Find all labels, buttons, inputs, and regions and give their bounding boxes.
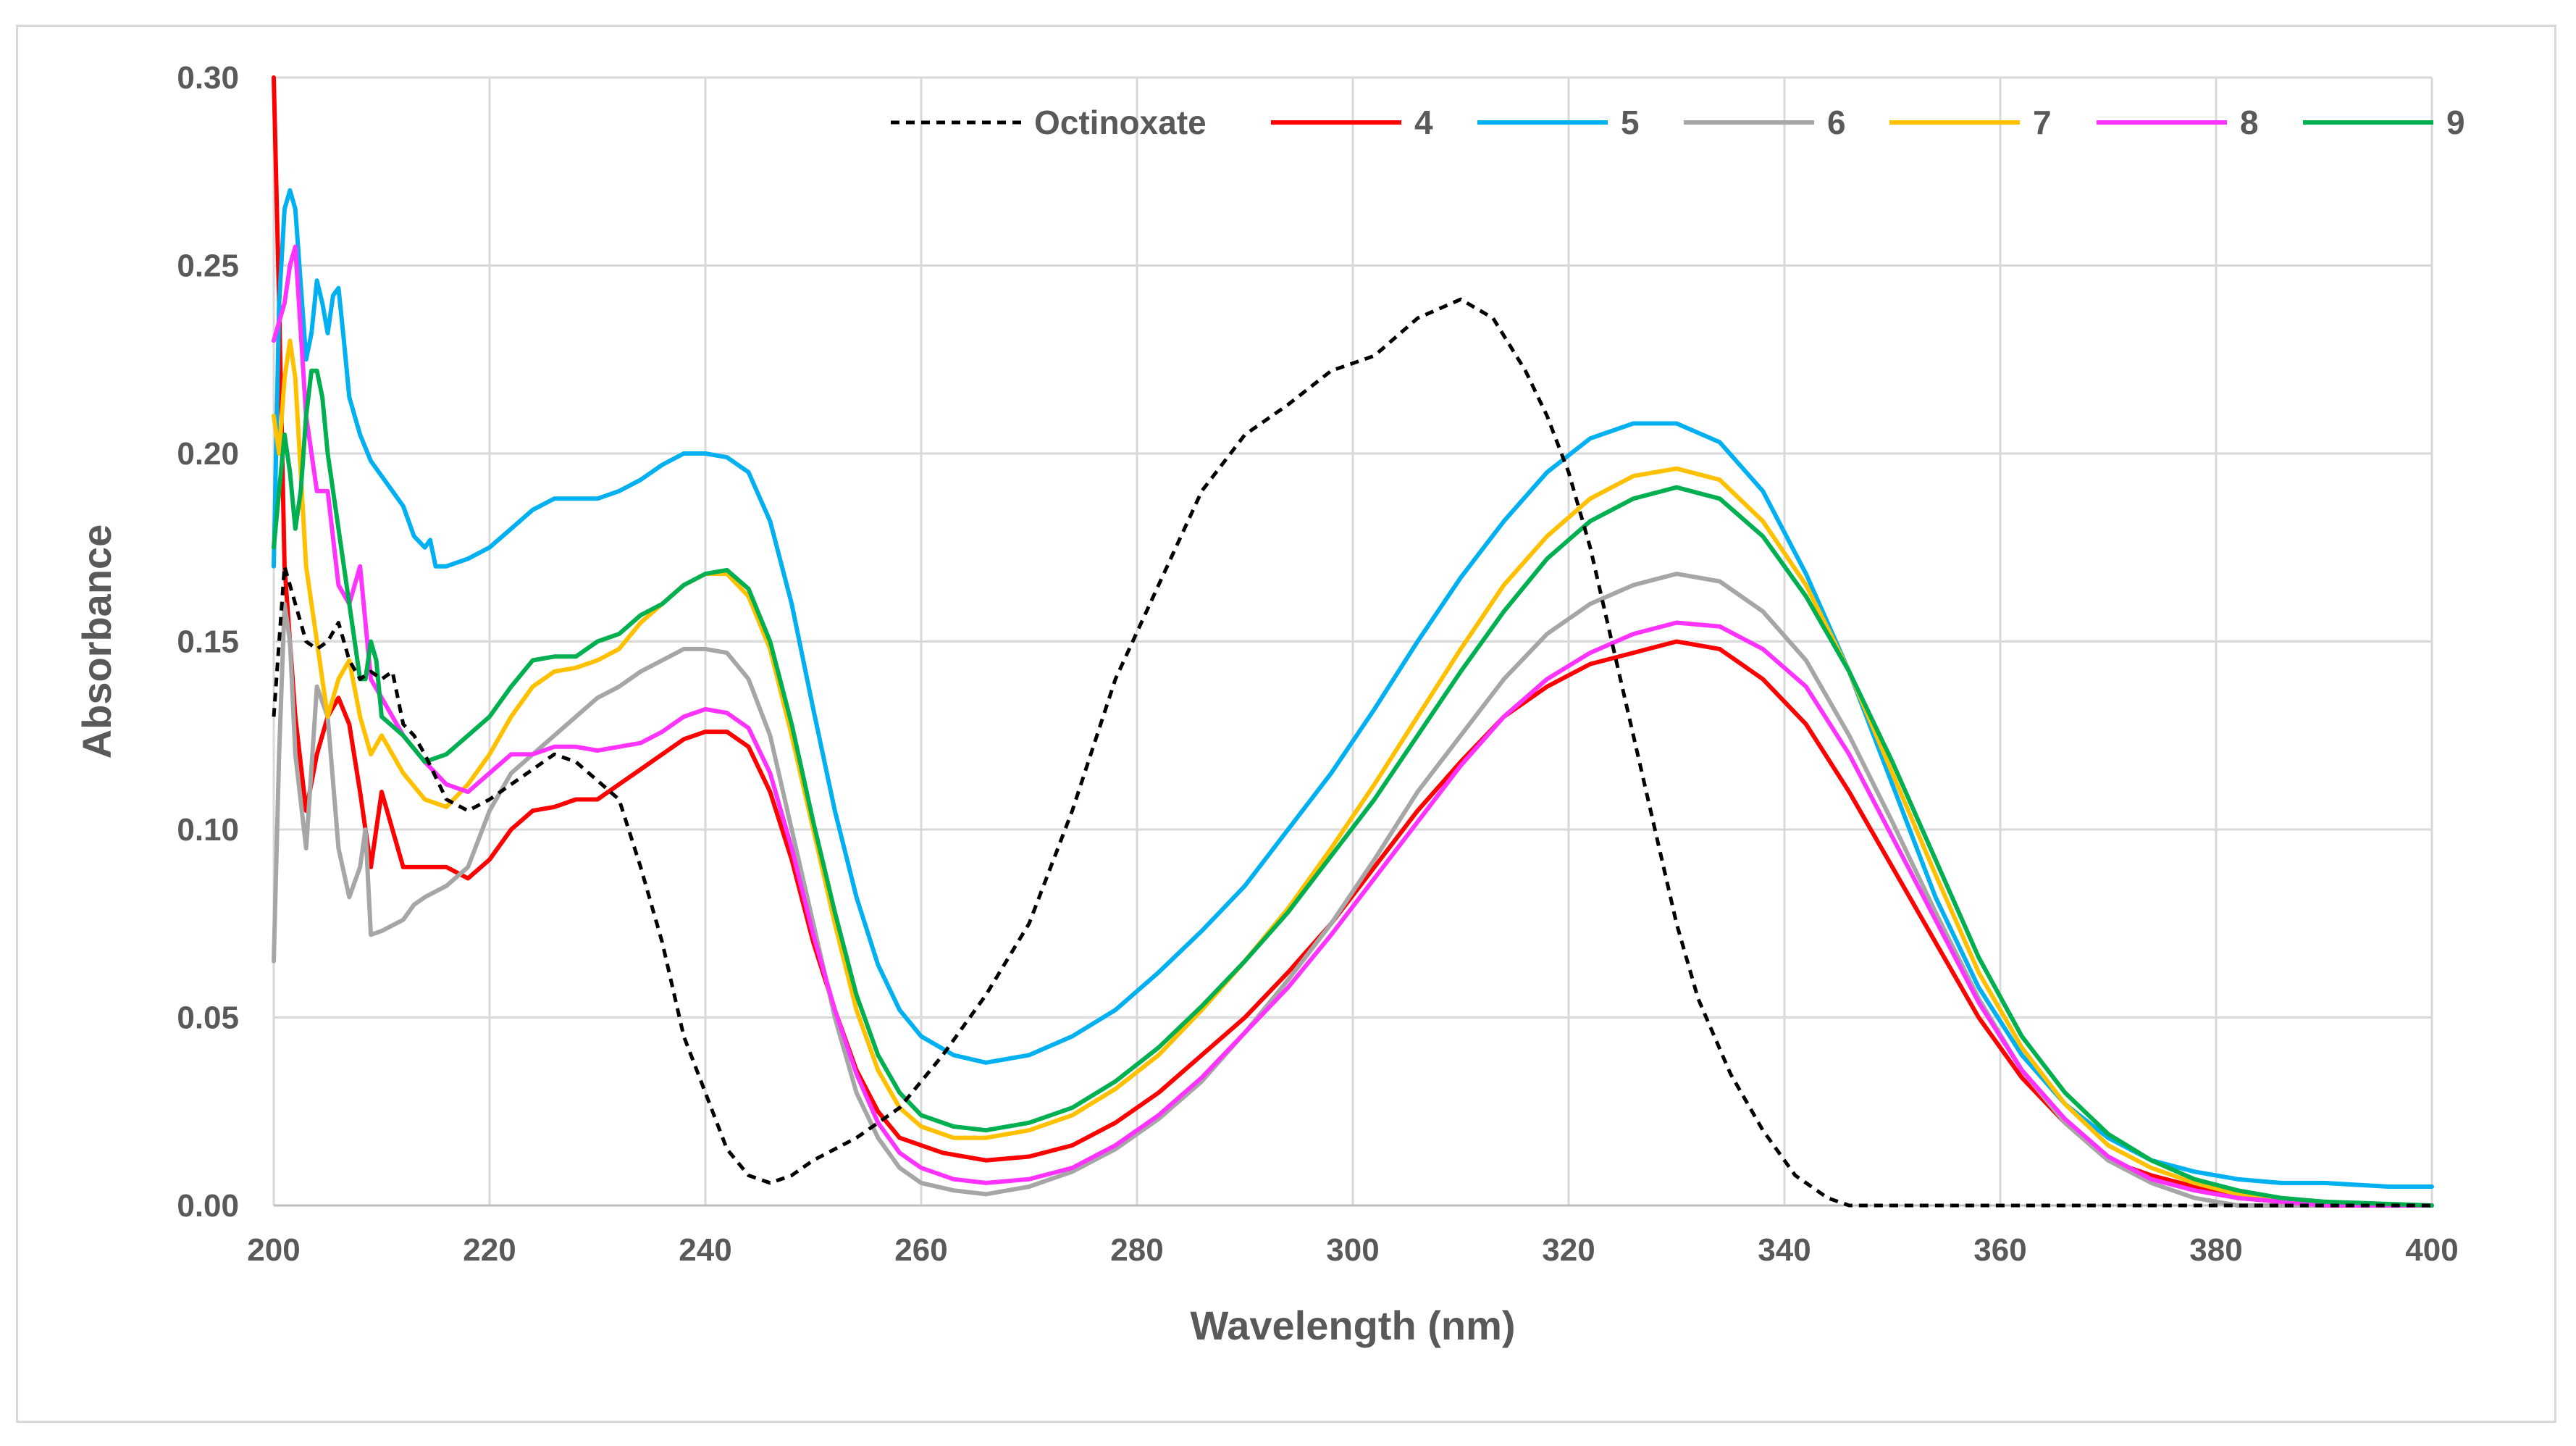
series-layer — [272, 75, 2434, 1208]
x-tick-label: 220 — [463, 1232, 516, 1268]
x-axis-ticks: 200 220 240 260 280 300 320 340 360 380 400 — [247, 1232, 2458, 1268]
x-axis-title: Wavelength (nm) — [1190, 1303, 1515, 1348]
grid-lines — [272, 76, 2433, 1207]
y-axis-title: Absorbance — [74, 525, 119, 759]
legend-label: 6 — [1827, 104, 1846, 141]
legend-label: 9 — [2446, 104, 2465, 141]
y-tick-label: 0.20 — [177, 436, 239, 472]
absorbance-chart: 0.00 0.05 0.10 0.15 0.20 0.25 0.30 200 220 240 26… — [74, 60, 2465, 1348]
x-tick-label: 340 — [1758, 1232, 1811, 1268]
series-line-6 — [272, 572, 2434, 1208]
y-axis-ticks: 0.00 0.05 0.10 0.15 0.20 0.25 0.30 — [177, 60, 239, 1224]
series-line-5 — [272, 188, 2434, 1189]
y-tick-label: 0.00 — [177, 1188, 239, 1224]
x-tick-label: 320 — [1542, 1232, 1595, 1268]
series-line-octinoxate — [272, 297, 2432, 1208]
x-tick-label: 380 — [2189, 1232, 2242, 1268]
legend-label: 4 — [1414, 104, 1433, 141]
chart-frame: 0.00 0.05 0.10 0.15 0.20 0.25 0.30 200 220 240 26… — [16, 25, 2556, 1423]
x-tick-label: 400 — [2405, 1232, 2458, 1268]
legend: Octinoxate 4 5 6 7 8 9 — [891, 104, 2465, 141]
x-tick-label: 200 — [247, 1232, 300, 1268]
y-tick-label: 0.10 — [177, 812, 239, 848]
y-tick-label: 0.05 — [177, 1000, 239, 1036]
legend-label: Octinoxate — [1034, 104, 1207, 141]
legend-label: 7 — [2033, 104, 2052, 141]
legend-label: 5 — [1621, 104, 1640, 141]
series-line-9 — [272, 368, 2434, 1208]
y-tick-label: 0.25 — [177, 248, 239, 284]
y-tick-label: 0.30 — [177, 60, 239, 96]
x-tick-label: 360 — [1973, 1232, 2026, 1268]
x-tick-label: 240 — [679, 1232, 731, 1268]
x-tick-label: 280 — [1110, 1232, 1163, 1268]
y-tick-label: 0.15 — [177, 624, 239, 660]
x-tick-label: 260 — [894, 1232, 947, 1268]
x-tick-label: 300 — [1326, 1232, 1379, 1268]
series-line-4 — [272, 75, 2434, 1208]
legend-label: 8 — [2240, 104, 2259, 141]
